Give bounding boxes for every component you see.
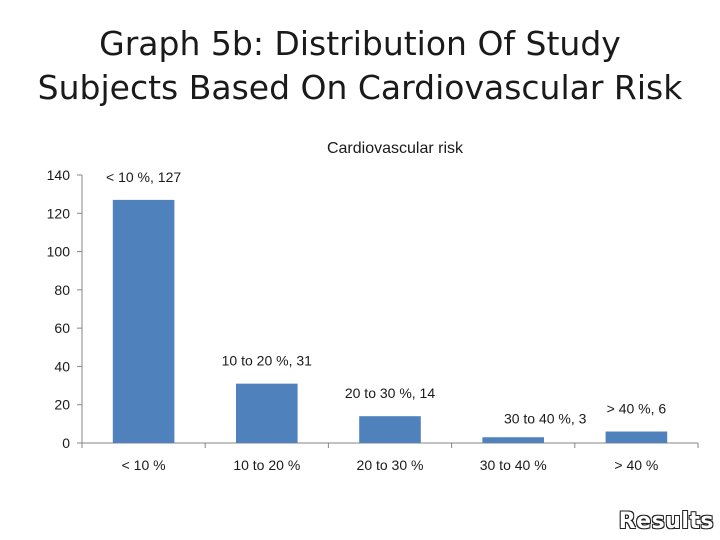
bar-data-label: < 10 %, 127 — [106, 169, 181, 185]
section-label: Results — [618, 509, 714, 534]
bar — [112, 199, 175, 443]
x-tick-label: < 10 % — [122, 457, 166, 473]
bar — [482, 437, 544, 443]
x-tick-label: 30 to 40 % — [480, 457, 547, 473]
x-tick-label: 10 to 20 % — [233, 457, 300, 473]
bar-data-label: 20 to 30 %, 14 — [345, 385, 436, 401]
bar-data-label: > 40 %, 6 — [607, 401, 667, 417]
y-tick-label: 80 — [54, 282, 70, 298]
y-tick-label: 40 — [54, 358, 70, 374]
y-tick-label: 140 — [47, 167, 71, 183]
bar-data-label: 30 to 40 %, 3 — [504, 410, 587, 426]
bar-data-label: 10 to 20 %, 31 — [222, 353, 313, 369]
y-tick-label: 120 — [47, 205, 71, 221]
slide-title-line-2: Subjects Based On Cardiovascular Risk — [37, 68, 683, 107]
bar — [359, 416, 421, 443]
bar — [605, 431, 668, 443]
slide-title: Graph 5b: Distribution Of Study Subjects… — [0, 22, 720, 110]
y-tick-label: 100 — [47, 244, 71, 260]
x-tick-label: > 40 % — [614, 457, 658, 473]
y-tick-label: 60 — [54, 320, 70, 336]
y-tick-label: 0 — [62, 435, 70, 451]
bar — [236, 383, 298, 443]
y-tick-label: 20 — [54, 397, 70, 413]
x-tick-label: 20 to 30 % — [357, 457, 424, 473]
slide-title-line-1: Graph 5b: Distribution Of Study — [99, 24, 621, 63]
chart-title: Cardiovascular risk — [327, 140, 464, 157]
